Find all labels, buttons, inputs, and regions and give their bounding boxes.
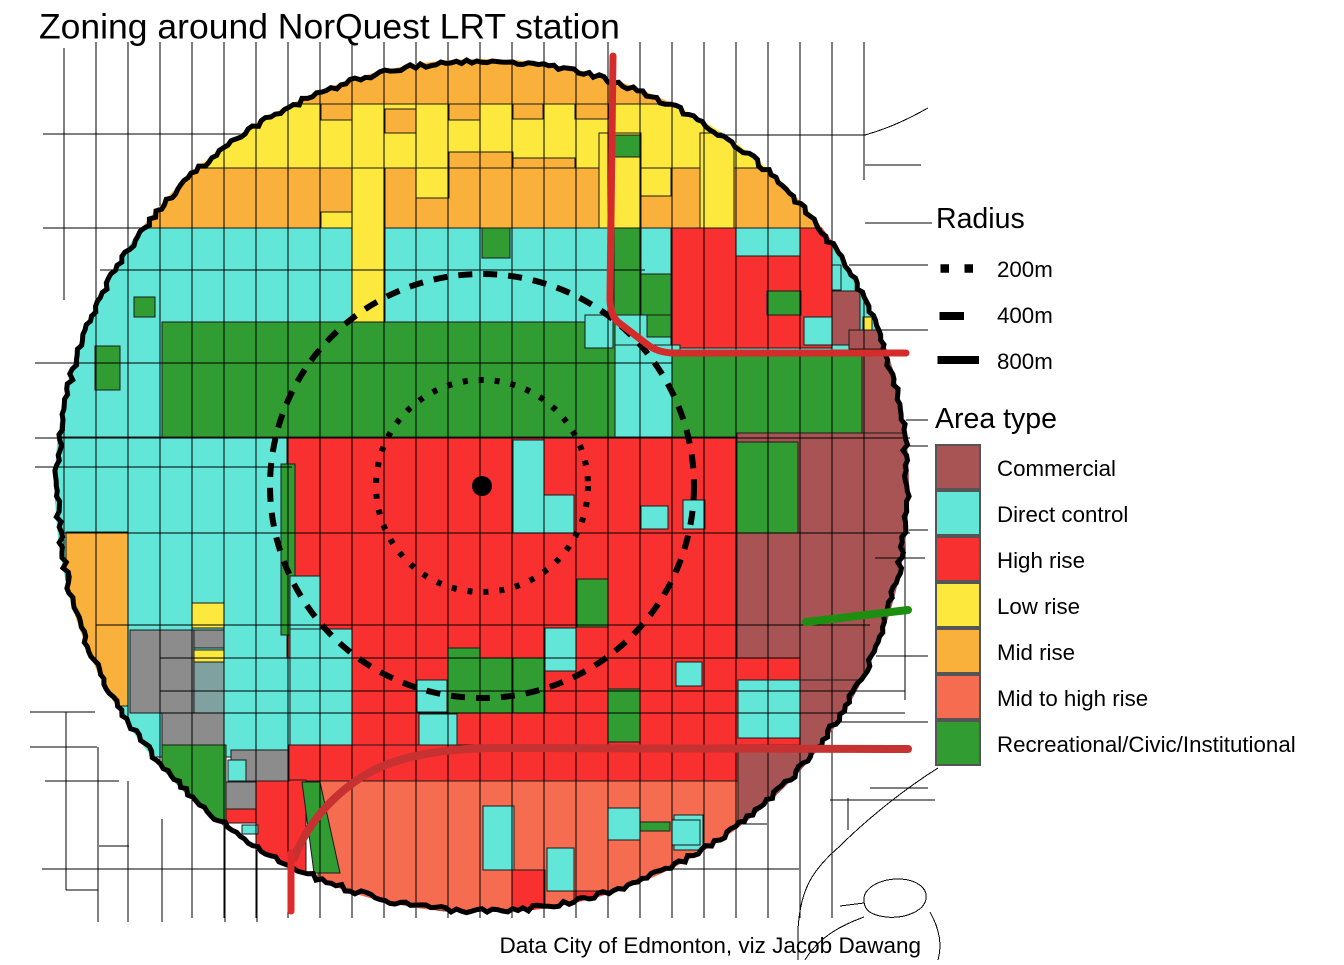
svg-text:Direct control: Direct control [997, 502, 1128, 527]
svg-text:400m: 400m [997, 303, 1053, 328]
svg-text:Mid to high rise: Mid to high rise [997, 686, 1148, 711]
svg-text:Recreational/Civic/Institution: Recreational/Civic/Institutional [997, 732, 1296, 757]
svg-text:Zoning around NorQuest LRT sta: Zoning around NorQuest LRT station [39, 7, 620, 47]
svg-text:Area type: Area type [935, 403, 1057, 435]
svg-text:Low rise: Low rise [997, 594, 1080, 619]
svg-text:Mid rise: Mid rise [997, 640, 1075, 665]
svg-text:Commercial: Commercial [997, 456, 1116, 481]
svg-text:200m: 200m [997, 257, 1053, 282]
svg-text:High rise: High rise [997, 548, 1085, 573]
svg-text:800m: 800m [997, 349, 1053, 374]
svg-text:Data City of Edmonton, viz Jac: Data City of Edmonton, viz Jacob Dawang [500, 933, 921, 958]
svg-text:Radius: Radius [936, 203, 1025, 235]
